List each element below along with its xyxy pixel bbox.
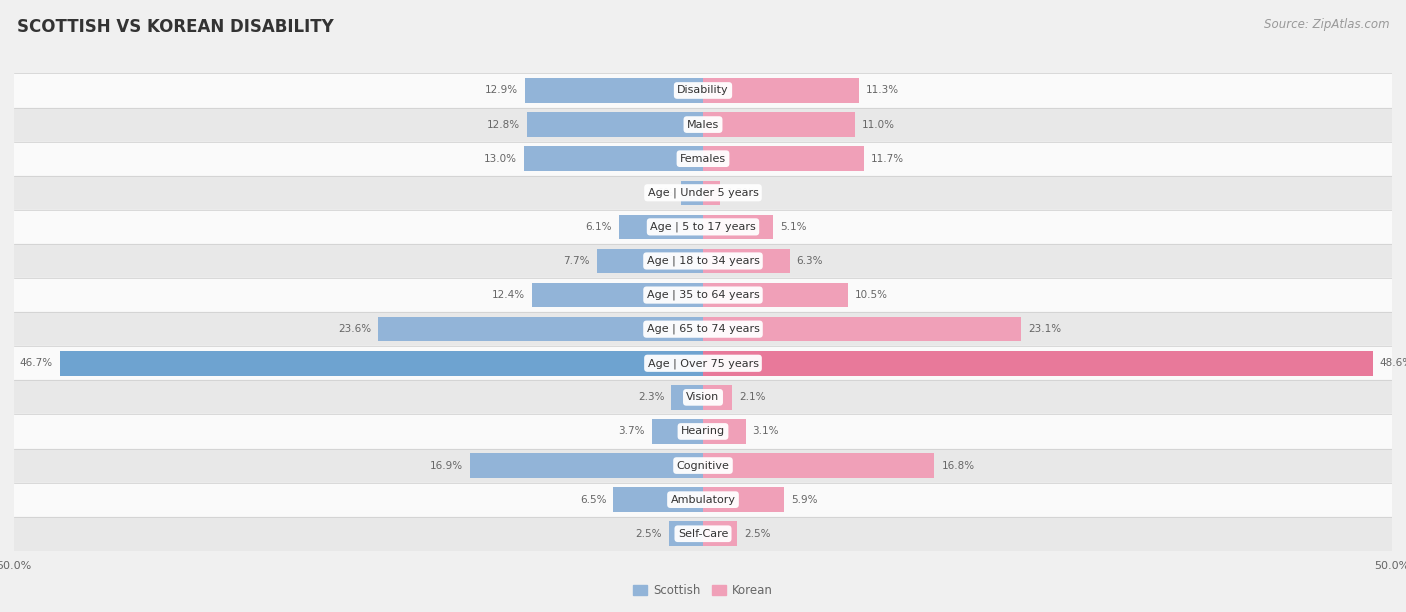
Bar: [378, 317, 703, 341]
Text: 6.3%: 6.3%: [797, 256, 823, 266]
Text: Disability: Disability: [678, 86, 728, 95]
Bar: [14, 380, 1392, 414]
Bar: [470, 453, 703, 478]
Text: 11.3%: 11.3%: [866, 86, 898, 95]
Text: Age | 65 to 74 years: Age | 65 to 74 years: [647, 324, 759, 334]
Bar: [669, 521, 703, 546]
Text: Males: Males: [688, 119, 718, 130]
Bar: [14, 517, 1392, 551]
Bar: [703, 248, 790, 273]
Text: Ambulatory: Ambulatory: [671, 494, 735, 505]
Bar: [531, 283, 703, 307]
Bar: [703, 351, 1372, 376]
Text: 6.5%: 6.5%: [581, 494, 606, 505]
Text: 23.6%: 23.6%: [337, 324, 371, 334]
Text: 7.7%: 7.7%: [564, 256, 591, 266]
Bar: [703, 146, 865, 171]
Bar: [703, 419, 745, 444]
Text: 5.1%: 5.1%: [780, 222, 807, 232]
Text: Self-Care: Self-Care: [678, 529, 728, 539]
Bar: [703, 215, 773, 239]
Text: Age | Over 75 years: Age | Over 75 years: [648, 358, 758, 368]
Text: 5.9%: 5.9%: [792, 494, 818, 505]
Text: Age | 18 to 34 years: Age | 18 to 34 years: [647, 256, 759, 266]
Bar: [703, 181, 720, 205]
Bar: [613, 487, 703, 512]
Text: SCOTTISH VS KOREAN DISABILITY: SCOTTISH VS KOREAN DISABILITY: [17, 18, 333, 36]
Bar: [598, 248, 703, 273]
Text: 12.9%: 12.9%: [485, 86, 519, 95]
Text: 3.7%: 3.7%: [619, 427, 645, 436]
Bar: [524, 146, 703, 171]
Bar: [14, 346, 1392, 380]
Text: 12.4%: 12.4%: [492, 290, 526, 300]
Bar: [14, 176, 1392, 210]
Bar: [703, 78, 859, 103]
Bar: [14, 108, 1392, 141]
Bar: [526, 78, 703, 103]
Text: Cognitive: Cognitive: [676, 461, 730, 471]
Text: 10.5%: 10.5%: [855, 290, 887, 300]
Bar: [527, 113, 703, 137]
Text: Age | 35 to 64 years: Age | 35 to 64 years: [647, 290, 759, 300]
Text: 12.8%: 12.8%: [486, 119, 520, 130]
Bar: [681, 181, 703, 205]
Bar: [703, 521, 738, 546]
Text: 46.7%: 46.7%: [20, 358, 52, 368]
Text: 2.1%: 2.1%: [738, 392, 765, 402]
Text: Females: Females: [681, 154, 725, 163]
Text: 23.1%: 23.1%: [1028, 324, 1062, 334]
Text: 1.2%: 1.2%: [727, 188, 754, 198]
Text: 48.6%: 48.6%: [1379, 358, 1406, 368]
Bar: [14, 449, 1392, 483]
Text: 16.9%: 16.9%: [430, 461, 463, 471]
Bar: [14, 414, 1392, 449]
Text: 2.3%: 2.3%: [638, 392, 665, 402]
Bar: [671, 385, 703, 409]
Bar: [703, 385, 733, 409]
Text: 6.1%: 6.1%: [585, 222, 612, 232]
Text: 13.0%: 13.0%: [484, 154, 517, 163]
Text: 16.8%: 16.8%: [942, 461, 974, 471]
Bar: [14, 278, 1392, 312]
Text: 1.6%: 1.6%: [648, 188, 673, 198]
Bar: [14, 141, 1392, 176]
Bar: [703, 317, 1021, 341]
Bar: [14, 483, 1392, 517]
Bar: [652, 419, 703, 444]
Bar: [14, 73, 1392, 108]
Bar: [14, 312, 1392, 346]
Text: Age | Under 5 years: Age | Under 5 years: [648, 187, 758, 198]
Bar: [703, 283, 848, 307]
Text: 3.1%: 3.1%: [752, 427, 779, 436]
Text: 2.5%: 2.5%: [636, 529, 662, 539]
Bar: [619, 215, 703, 239]
Bar: [14, 244, 1392, 278]
Text: Age | 5 to 17 years: Age | 5 to 17 years: [650, 222, 756, 232]
Text: 2.5%: 2.5%: [744, 529, 770, 539]
Text: Vision: Vision: [686, 392, 720, 402]
Text: Source: ZipAtlas.com: Source: ZipAtlas.com: [1264, 18, 1389, 31]
Text: 11.7%: 11.7%: [872, 154, 904, 163]
Legend: Scottish, Korean: Scottish, Korean: [628, 580, 778, 602]
Bar: [703, 113, 855, 137]
Text: Hearing: Hearing: [681, 427, 725, 436]
Text: 11.0%: 11.0%: [862, 119, 894, 130]
Bar: [703, 453, 935, 478]
Bar: [14, 210, 1392, 244]
Bar: [703, 487, 785, 512]
Bar: [59, 351, 703, 376]
